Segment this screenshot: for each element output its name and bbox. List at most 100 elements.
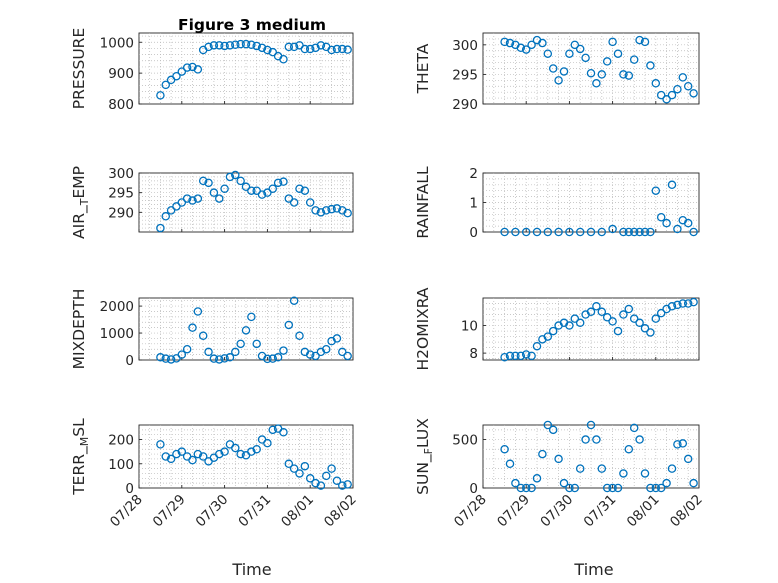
data-point [182,63,192,72]
data-point [198,331,208,340]
data-point [640,227,650,237]
data-point [343,480,352,489]
data-point [532,227,542,237]
data-point [300,186,310,195]
data-point [182,344,192,354]
data-point [651,483,661,493]
data-point [193,449,203,459]
data-point [602,57,612,66]
data-point [543,332,553,341]
y-axis-label: AIR_TEMP [70,166,91,239]
data-point [247,40,256,49]
data-point [273,178,283,188]
data-point [516,483,526,493]
data-point [214,194,224,203]
data-point [284,194,294,203]
data-point [327,204,336,214]
data-point [629,423,639,433]
subplot-mixdepth: 0 1000 2000 MIXDEPTH [70,289,354,369]
data-point [516,43,526,53]
data-point [640,469,650,478]
data-point [220,184,229,193]
data-point [252,339,261,349]
data-point [279,177,288,186]
subplot-pressure: 800 900 1000 PRESSURE [70,28,354,113]
data-point [521,483,531,493]
data-point [220,354,229,363]
y-tick-label: 0 [125,481,134,497]
data-point [236,449,245,459]
data-point [559,478,569,488]
data-point [500,37,509,47]
data-point [161,452,170,461]
axes-box [482,424,700,489]
data-point [575,464,585,473]
data-point [613,49,623,58]
data-point [188,62,197,72]
data-point [581,53,590,63]
y-axis-label: TERR_MSL [70,418,91,496]
data-point [156,91,165,100]
data-point [521,350,531,359]
data-point [559,67,569,76]
data-point [263,354,272,364]
data-point [673,84,682,94]
data-point [193,194,203,203]
y-tick-label: 0 [125,353,134,369]
data-point [673,224,682,234]
data-point [295,469,304,478]
data-point [619,227,628,237]
data-point [538,38,547,48]
data-point [236,39,245,49]
data-point [602,313,612,322]
data-point [635,318,644,328]
data-point [188,323,197,332]
data-point [156,223,165,233]
data-point [289,464,299,473]
data-point [252,186,261,195]
data-point [624,227,634,237]
data-point [516,351,526,361]
y-tick-label: 1000 [100,35,134,51]
data-point [289,296,299,305]
data-point [629,55,639,64]
subplot-terr-msl: 0 100 200 TERR_MSL 07/28 07/29 07/30 07/31 08/01… [70,418,360,530]
data-point [343,45,352,54]
data-point [225,41,235,50]
data-point [263,438,272,448]
data-point [204,42,213,52]
data-point [554,76,563,85]
data-point [188,455,197,465]
y-tick-label: 290 [452,97,478,113]
data-point [257,43,267,53]
y-tick-label: 2 [469,166,478,182]
data-point [527,483,536,493]
y-tick-label: 500 [452,433,478,449]
data-point [646,61,655,70]
data-point [300,44,310,54]
y-tick-label: 295 [452,67,478,83]
data-point [220,447,229,456]
data-point [182,194,192,203]
data-point [231,170,240,180]
data-point [521,227,531,237]
data-point [172,202,181,211]
data-point [177,447,187,456]
data-point [511,227,520,237]
data-point [231,347,240,357]
x-tick-label: 07/29 [494,492,533,531]
data-point [220,41,229,51]
x-axis-label-left: Time [231,560,271,579]
data-point [565,321,574,330]
data-point [629,227,639,237]
data-point [656,483,666,493]
x-tick-label: 07/31 [235,492,274,531]
data-point [532,474,542,483]
data-point [597,227,607,237]
y-tick-label: 800 [108,97,134,113]
data-point [284,42,294,52]
data-point [311,43,320,53]
data-point [548,425,558,435]
data-point [592,79,601,88]
